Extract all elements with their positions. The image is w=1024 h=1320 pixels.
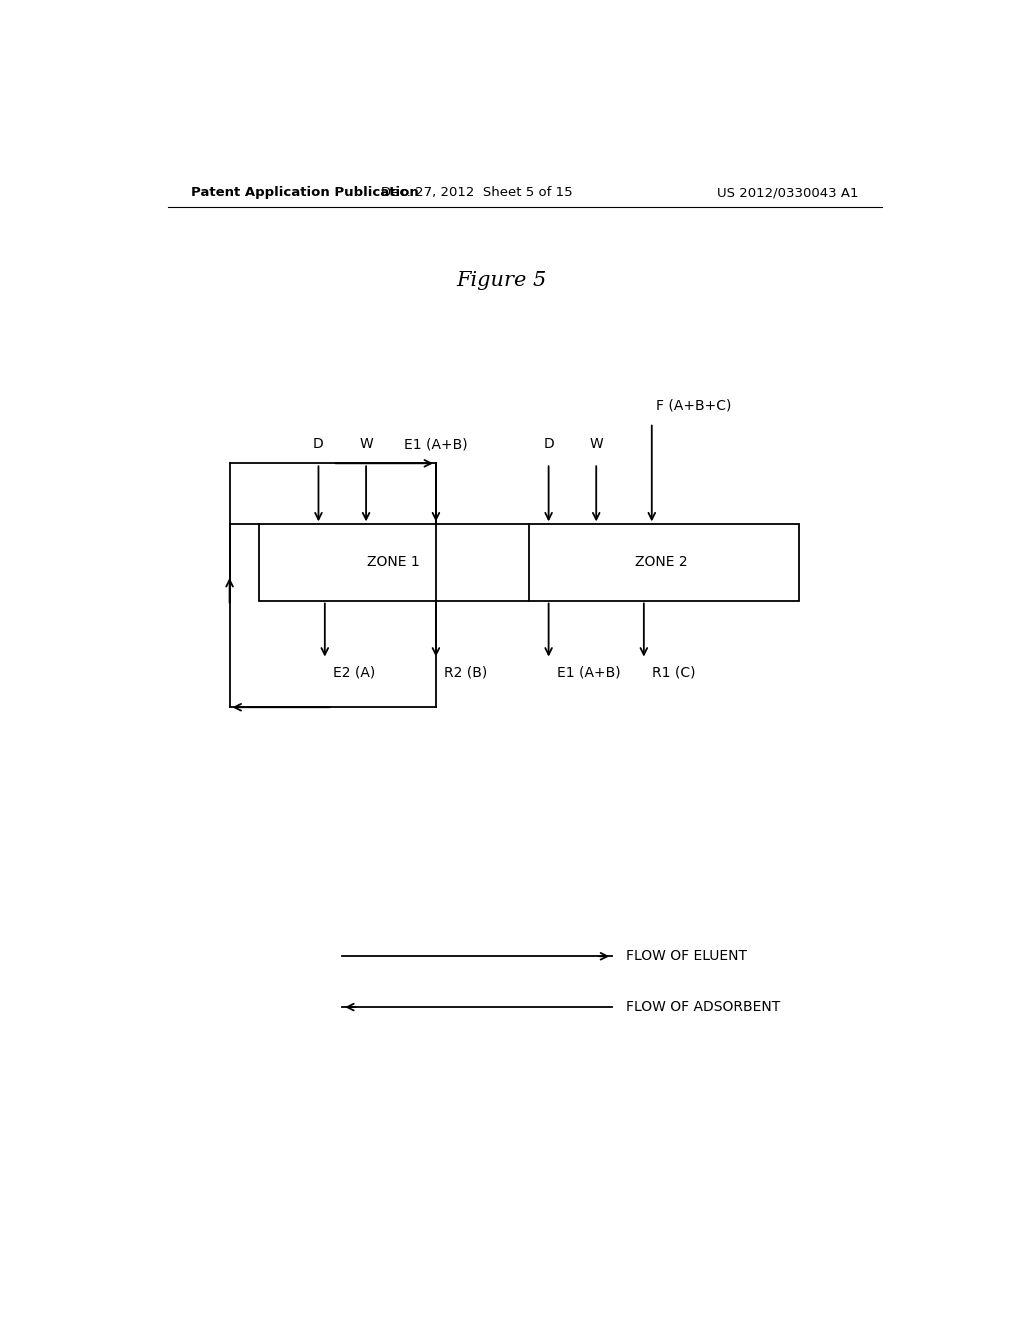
Text: D: D — [544, 437, 554, 451]
Bar — [259, 524, 799, 601]
Text: Dec. 27, 2012  Sheet 5 of 15: Dec. 27, 2012 Sheet 5 of 15 — [381, 186, 573, 199]
Text: Patent Application Publication: Patent Application Publication — [191, 186, 419, 199]
Text: ZONE 1: ZONE 1 — [368, 556, 420, 569]
Text: ZONE 2: ZONE 2 — [635, 556, 687, 569]
Text: W: W — [590, 437, 603, 451]
Text: W: W — [359, 437, 373, 451]
Text: FLOW OF ELUENT: FLOW OF ELUENT — [627, 949, 748, 964]
Text: E1 (A+B): E1 (A+B) — [557, 665, 621, 680]
Text: F (A+B+C): F (A+B+C) — [655, 399, 731, 413]
Text: FLOW OF ADSORBENT: FLOW OF ADSORBENT — [627, 1001, 780, 1014]
Text: US 2012/0330043 A1: US 2012/0330043 A1 — [717, 186, 858, 199]
Text: E2 (A): E2 (A) — [333, 665, 375, 680]
Text: R2 (B): R2 (B) — [443, 665, 487, 680]
Text: D: D — [313, 437, 324, 451]
Text: E1 (A+B): E1 (A+B) — [404, 437, 468, 451]
Text: R1 (C): R1 (C) — [652, 665, 695, 680]
Text: Figure 5: Figure 5 — [456, 271, 546, 290]
